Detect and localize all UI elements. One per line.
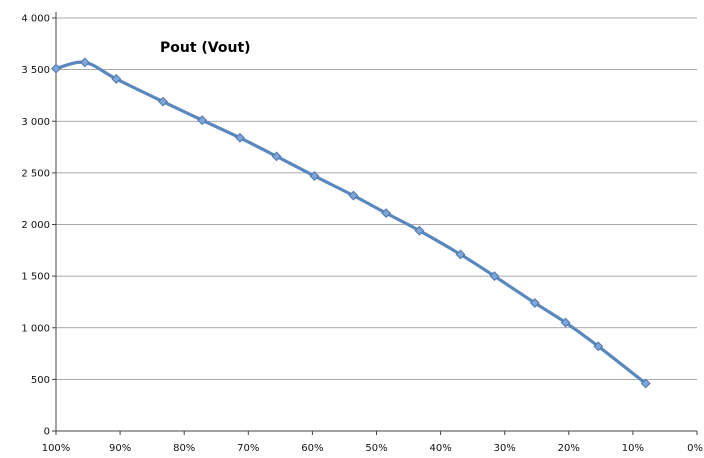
data-point xyxy=(111,74,122,84)
data-point xyxy=(79,57,90,68)
data-point xyxy=(593,341,604,352)
data-point xyxy=(235,132,245,143)
data-point xyxy=(309,171,320,181)
x-tick-label: 50% xyxy=(365,443,387,454)
data-point xyxy=(158,96,168,107)
y-tick-label: 2 500 xyxy=(21,168,50,179)
data-point xyxy=(640,378,651,389)
gridlines xyxy=(56,17,697,380)
data-point xyxy=(560,317,571,328)
x-tick-label: 30% xyxy=(494,443,516,454)
data-point xyxy=(51,63,61,74)
axes: 0 500 1 000 1 500 2 000 2 500 3 000 3 500 4 000 1… xyxy=(21,12,703,454)
y-tick-label: 2 000 xyxy=(21,220,50,231)
x-tick-label: 80% xyxy=(173,443,195,454)
x-tick-label: 70% xyxy=(237,443,259,454)
x-tick-label: 60% xyxy=(301,443,323,454)
y-tick-label: 500 xyxy=(31,375,50,386)
chart-title: Pout (Vout) xyxy=(160,40,251,56)
plot-area xyxy=(51,57,651,389)
y-tick-label: 1 500 xyxy=(21,272,50,283)
data-point xyxy=(414,225,425,236)
y-tick-label: 0 xyxy=(44,427,50,438)
data-point xyxy=(489,271,500,282)
y-tick-label: 3 000 xyxy=(21,117,50,128)
y-tick-label: 1 000 xyxy=(21,323,50,334)
data-point xyxy=(381,208,392,219)
x-tick-label: 0% xyxy=(687,443,703,454)
y-tick-label: 4 000 xyxy=(21,14,50,25)
series-line xyxy=(54,60,648,386)
x-tick-label: 100% xyxy=(42,443,71,454)
x-tick-label: 40% xyxy=(429,443,451,454)
x-tick-label: 20% xyxy=(558,443,580,454)
data-point xyxy=(271,151,282,162)
data-point xyxy=(348,190,359,201)
x-tick-label: 10% xyxy=(622,443,644,454)
data-point xyxy=(529,298,540,308)
x-tick-label: 90% xyxy=(109,443,131,454)
data-point xyxy=(197,115,208,126)
data-point xyxy=(455,249,466,260)
y-tick-label: 3 500 xyxy=(21,65,50,76)
